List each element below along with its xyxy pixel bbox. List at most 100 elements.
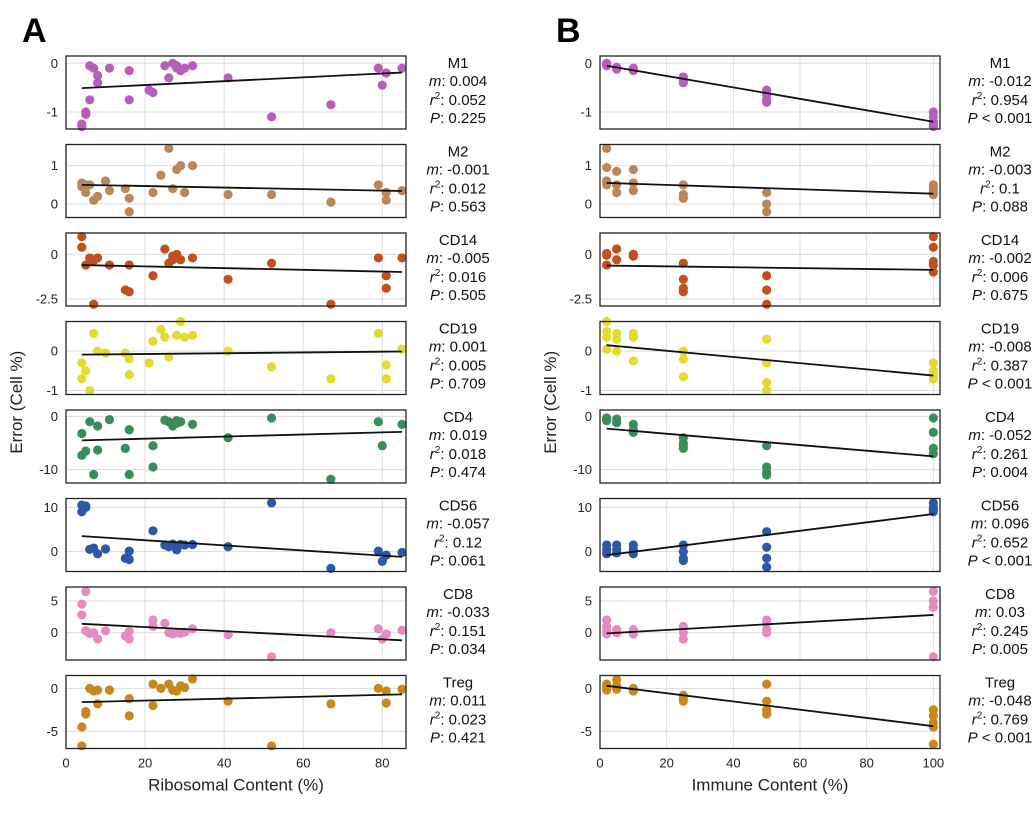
stat-r2: r2: 0.023 (430, 711, 486, 729)
data-point (148, 87, 158, 98)
stat-slope: m: 0.001 (429, 339, 487, 356)
y-tick-label: -5 (46, 724, 58, 739)
stat-slope: m: 0.096 (971, 516, 1029, 533)
panel-letter: A (22, 12, 47, 50)
data-point (93, 78, 103, 88)
stat-p: P: 0.709 (430, 376, 486, 393)
data-point (612, 346, 622, 356)
data-point (187, 539, 198, 550)
data-point (81, 366, 91, 376)
series-name: M1 (990, 55, 1011, 72)
data-point (377, 441, 387, 451)
data-point (326, 628, 336, 638)
data-point (148, 526, 158, 536)
data-point (124, 354, 134, 364)
stat-r2: r2: 0.652 (972, 534, 1028, 552)
stat-p: P: 0.225 (430, 110, 486, 127)
y-tick-label: 0 (51, 344, 58, 359)
data-point (124, 66, 134, 76)
y-tick-label: 0 (51, 625, 58, 640)
data-point (148, 187, 158, 198)
plot-area (66, 321, 406, 395)
data-point (678, 354, 688, 364)
data-point (762, 562, 772, 572)
x-axis-label: Ribosomal Content (%) (148, 776, 324, 795)
data-point (77, 610, 87, 620)
data-point (928, 189, 938, 200)
data-point (148, 271, 158, 281)
data-point (180, 63, 190, 73)
data-point (678, 628, 688, 638)
plot-area (66, 498, 406, 572)
data-point (373, 683, 383, 693)
plot-frame (599, 674, 941, 750)
y-tick-label: 0 (51, 409, 58, 424)
data-point (100, 626, 111, 636)
data-point (176, 161, 186, 171)
data-point (762, 696, 772, 706)
stat-p: P: 0.421 (430, 730, 486, 747)
stat-slope: m: 0.03 (975, 604, 1025, 621)
data-point (100, 176, 111, 186)
data-point (77, 231, 87, 242)
data-point (124, 260, 134, 270)
data-point (187, 419, 198, 429)
data-point (762, 553, 772, 563)
data-point (81, 446, 91, 456)
data-point (326, 374, 336, 384)
stat-slope: m: -0.052 (968, 427, 1031, 444)
data-point (164, 143, 174, 153)
series-name: CD14 (981, 232, 1019, 249)
stat-r2: r2: 0.12 (434, 534, 482, 552)
data-point (373, 546, 383, 556)
data-point (124, 469, 134, 480)
data-point (148, 441, 158, 451)
x-tick-label: 40 (726, 756, 740, 771)
x-tick-label: 60 (296, 756, 310, 771)
data-point (612, 418, 622, 428)
y-tick-label: 0 (585, 247, 592, 262)
stat-r2: r2: 0.005 (430, 357, 486, 375)
series-name: CD4 (443, 409, 473, 426)
data-point (381, 374, 391, 384)
data-point (266, 652, 277, 662)
data-point (93, 634, 103, 644)
data-point (124, 425, 134, 435)
data-point (172, 330, 182, 340)
series-name: M1 (448, 55, 469, 72)
data-point (928, 374, 938, 384)
data-point (223, 189, 233, 200)
data-point (602, 260, 612, 270)
data-point (678, 372, 688, 382)
y-axis-label: Error (Cell %) (7, 351, 26, 454)
y-tick-label: -5 (580, 724, 592, 739)
data-point (148, 700, 158, 711)
plot-frame (599, 409, 941, 484)
y-tick-label: 1 (51, 158, 58, 173)
fit-line (81, 535, 403, 558)
data-point (628, 164, 638, 175)
plot-frame (65, 320, 407, 396)
data-point (104, 186, 115, 196)
y-axis-label: Error (Cell %) (541, 351, 560, 454)
data-point (187, 674, 198, 684)
stat-p: P: 0.005 (972, 641, 1028, 658)
data-point (176, 417, 186, 427)
fit-line (81, 350, 403, 356)
data-point (602, 250, 612, 260)
x-tick-label: 0 (62, 756, 69, 771)
data-point (93, 549, 103, 559)
data-point (93, 421, 103, 431)
stat-r2: r2: 0.006 (972, 268, 1028, 286)
series-name: Treg (985, 675, 1015, 692)
data-point (928, 739, 938, 749)
data-point (223, 346, 233, 356)
data-point (187, 161, 198, 171)
x-tick-label: 20 (659, 756, 673, 771)
data-point (326, 699, 336, 709)
y-tick-label: 5 (585, 593, 592, 608)
stat-r2: r2: 0.769 (972, 711, 1028, 729)
